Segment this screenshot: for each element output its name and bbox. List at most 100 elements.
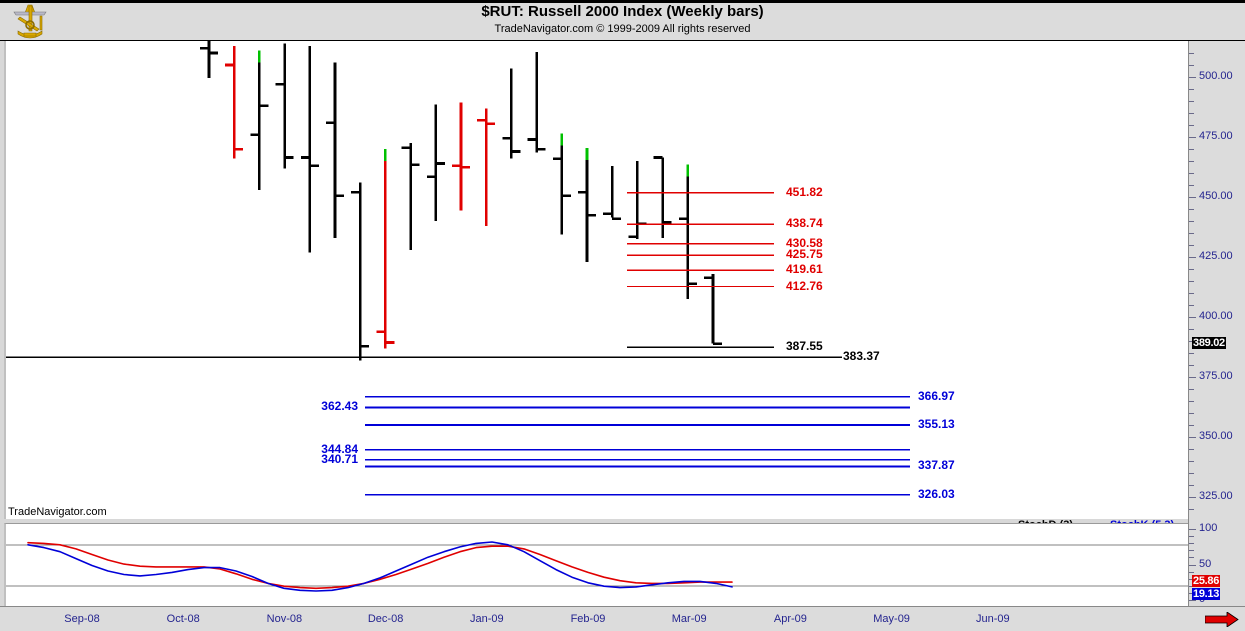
indicator-tick-mark — [1189, 585, 1194, 587]
level-lines — [6, 192, 910, 496]
price-tick-mark — [1189, 305, 1194, 307]
price-tick-mark — [1189, 293, 1194, 295]
indicator-tick-mark — [1189, 564, 1194, 566]
price-tick-mark — [1189, 173, 1194, 175]
price-tick-mark — [1189, 497, 1196, 499]
price-tick-mark — [1189, 413, 1194, 415]
level-value-label: 387.55 — [786, 339, 823, 354]
price-tick-mark — [1189, 425, 1194, 427]
sextant-logo — [13, 4, 47, 39]
indicator-series-line — [27, 541, 733, 590]
level-value-label: 362.43 — [321, 399, 358, 414]
price-tick-mark — [1189, 245, 1194, 247]
level-value-label: 344.84 — [321, 441, 358, 456]
date-tick-label: Jan-09 — [469, 613, 504, 625]
date-tick-label: Oct-08 — [166, 613, 200, 625]
watermark-label: TradeNavigator.com — [8, 506, 107, 518]
indicator-tick-mark — [1189, 529, 1196, 530]
price-tick-mark — [1189, 509, 1194, 511]
header-bottom-rule — [0, 40, 1245, 41]
price-tick-mark — [1189, 389, 1194, 391]
date-tick-label: Nov-08 — [266, 613, 303, 625]
indicator-tick-mark — [1189, 557, 1194, 559]
price-tick-mark — [1189, 461, 1194, 463]
level-value-label: 419.61 — [786, 262, 823, 277]
level-value-label: 337.87 — [918, 458, 955, 473]
price-axis[interactable]: 500.00 475.00 450.00 425.00 400.00 375.00 350.… — [1188, 41, 1245, 606]
indicator-tick-mark — [1189, 592, 1194, 594]
window-header: $RUT: Russell 2000 Index (Weekly bars) T… — [0, 0, 1245, 41]
price-tick-mark — [1189, 365, 1194, 367]
price-tick-mark — [1189, 197, 1196, 199]
price-tick-mark — [1189, 185, 1194, 187]
date-tick-label: Jun-09 — [975, 613, 1010, 625]
indicator-value-badge: 19.13 — [1192, 588, 1221, 601]
price-tick-mark — [1189, 485, 1194, 487]
level-value-label: 412.76 — [786, 278, 823, 293]
indicator-tick-label: 100 — [1199, 522, 1218, 534]
price-tick-mark — [1189, 437, 1196, 439]
price-tick-mark — [1189, 317, 1196, 319]
price-tick-mark — [1189, 209, 1194, 211]
price-tick-mark — [1189, 89, 1194, 91]
price-tick-label: 325.00 — [1199, 490, 1233, 503]
level-value-label: 326.03 — [918, 486, 955, 501]
price-tick-mark — [1189, 401, 1194, 403]
right-arrow-icon[interactable] — [1205, 612, 1239, 627]
price-tick-mark — [1189, 53, 1194, 54]
price-tick-mark — [1189, 221, 1194, 223]
indicator-pane[interactable] — [4, 523, 1190, 607]
price-tick-label: 350.00 — [1199, 430, 1233, 443]
indicator-value-badge: 25.86 — [1192, 574, 1221, 587]
price-tick-mark — [1189, 377, 1196, 379]
level-value-label: 438.74 — [786, 216, 823, 231]
date-tick-label: Apr-09 — [773, 613, 807, 625]
chart-title: $RUT: Russell 2000 Index (Weekly bars) — [481, 3, 764, 20]
price-tick-label: 475.00 — [1199, 130, 1233, 143]
indicator-series-line — [27, 541, 733, 592]
level-value-label: 366.97 — [918, 388, 955, 403]
price-tick-mark — [1189, 65, 1194, 67]
date-tick-label: Mar-09 — [671, 613, 707, 625]
price-plot — [6, 41, 910, 496]
price-tick-label: 450.00 — [1199, 190, 1233, 203]
price-tick-mark — [1189, 257, 1196, 259]
level-value-label: 340.71 — [321, 451, 358, 466]
price-tick-mark — [1189, 137, 1196, 139]
level-value-label: 430.58 — [786, 235, 823, 250]
indicator-tick-mark — [1189, 550, 1194, 552]
price-tick-label: 500.00 — [1199, 70, 1233, 83]
price-tick-mark — [1189, 449, 1194, 451]
chart-subtitle: TradeNavigator.com © 1999-2009 All right… — [494, 23, 751, 35]
price-tick-mark — [1189, 341, 1194, 343]
indicator-tick-mark — [1189, 543, 1194, 545]
current-price-badge: 389.02 — [1192, 336, 1226, 349]
price-tick-mark — [1189, 353, 1194, 355]
price-tick-mark — [1189, 281, 1194, 283]
price-tick-label: 400.00 — [1199, 310, 1233, 323]
header-top-rule — [0, 0, 1245, 3]
ohlc-bars — [200, 41, 722, 361]
price-tick-mark — [1189, 113, 1194, 115]
date-tick-label: Sep-08 — [64, 613, 100, 625]
price-tick-mark — [1189, 149, 1194, 151]
price-tick-label: 375.00 — [1199, 370, 1233, 383]
price-pane[interactable] — [4, 41, 1190, 519]
level-value-label: 425.75 — [786, 247, 823, 262]
level-value-label: 451.82 — [786, 184, 823, 199]
stochastic-plot — [6, 541, 1190, 592]
price-tick-label: 425.00 — [1199, 250, 1233, 263]
indicator-tick-label: 50 — [1199, 557, 1212, 570]
price-tick-mark — [1189, 233, 1194, 235]
price-tick-mark — [1189, 125, 1194, 127]
price-tick-mark — [1189, 161, 1194, 163]
indicator-tick-mark — [1189, 578, 1194, 580]
price-tick-mark — [1189, 101, 1194, 103]
price-tick-mark — [1189, 473, 1194, 475]
price-tick-mark — [1189, 329, 1194, 331]
date-tick-label: May-09 — [873, 613, 910, 625]
date-axis[interactable] — [0, 606, 1245, 631]
price-tick-mark — [1189, 77, 1196, 79]
indicator-tick-mark — [1189, 536, 1194, 538]
